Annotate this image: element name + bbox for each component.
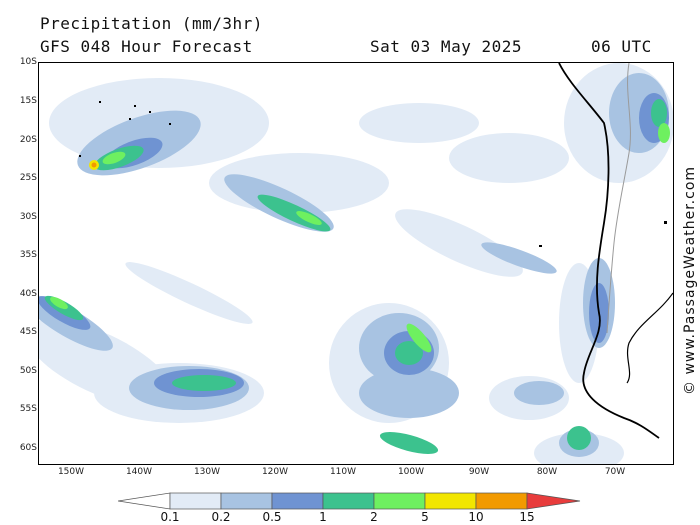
lon-label: 130W <box>193 467 221 477</box>
colorbar-segment <box>271 492 324 510</box>
lat-label: 40S <box>19 289 37 299</box>
lat-label: 15S <box>19 96 37 106</box>
precip-colorbar <box>118 492 581 510</box>
lon-label: 120W <box>261 467 289 477</box>
lon-label: 110W <box>329 467 357 477</box>
colorbar-label: 1 <box>319 510 327 524</box>
colorbar-label: 0.2 <box>211 510 231 524</box>
colorbar-label: 0.5 <box>262 510 282 524</box>
forecast-time: 06 UTC <box>591 37 652 56</box>
forecast-date: Sat 03 May 2025 <box>370 37 522 56</box>
pacific-islands <box>79 101 667 247</box>
lon-label: 70W <box>604 467 626 477</box>
colorbar-label: 0.1 <box>160 510 180 524</box>
lon-label: 90W <box>468 467 490 477</box>
lat-label: 10S <box>19 57 37 67</box>
precipitation-map[interactable] <box>38 62 674 465</box>
colorbar-segment <box>118 492 171 510</box>
colorbar-segment <box>220 492 273 510</box>
forecast-model-label: GFS 048 Hour Forecast <box>40 37 253 56</box>
lat-label: 30S <box>19 212 37 222</box>
atlantic-coastline <box>626 292 673 384</box>
lon-label: 100W <box>397 467 425 477</box>
lon-label: 80W <box>536 467 558 477</box>
lat-label: 25S <box>19 173 37 183</box>
map-title: Precipitation (mm/3hr) <box>40 14 263 33</box>
colorbar-label: 2 <box>370 510 378 524</box>
colorbar-segment <box>169 492 222 510</box>
colorbar-label: 10 <box>468 510 484 524</box>
map-canvas <box>39 63 673 464</box>
precip-high-areas <box>89 160 99 170</box>
site-credit: © www.PassageWeather.com <box>682 165 698 395</box>
lon-label: 150W <box>57 467 85 477</box>
lat-label: 20S <box>19 135 37 145</box>
lon-label: 140W <box>125 467 153 477</box>
colorbar-segment <box>373 492 426 510</box>
lat-label: 60S <box>19 443 37 453</box>
lat-label: 35S <box>19 250 37 260</box>
colorbar-label: 15 <box>519 510 535 524</box>
south-america-coastline <box>558 63 660 439</box>
country-border <box>606 63 631 334</box>
lat-label: 55S <box>19 404 37 414</box>
precip-green-areas <box>50 123 670 353</box>
colorbar-label: 5 <box>421 510 429 524</box>
lat-label: 50S <box>19 366 37 376</box>
lat-label: 45S <box>19 327 37 337</box>
colorbar-segment <box>526 492 581 510</box>
colorbar-segment <box>475 492 528 510</box>
colorbar-segment <box>424 492 477 510</box>
colorbar-segment <box>322 492 375 510</box>
